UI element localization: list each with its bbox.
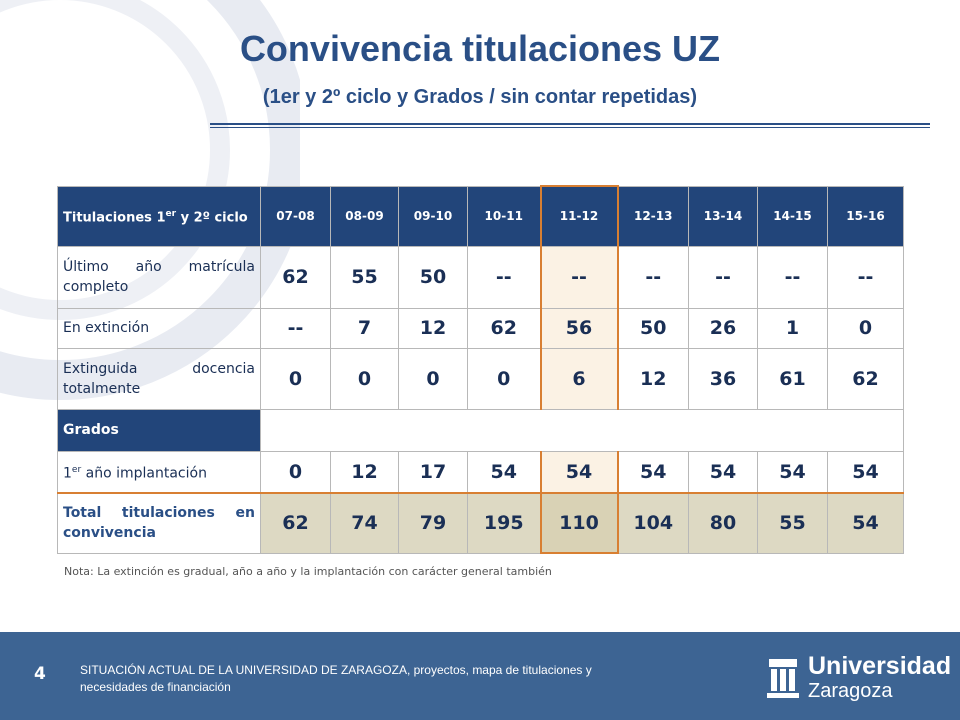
cell-value: 62 xyxy=(467,307,541,349)
row-label: Extinguida docencia totalmente xyxy=(57,347,261,410)
cell-value: 80 xyxy=(688,492,758,554)
row: Total titulaciones en convivencia 62 74 79 1… xyxy=(57,492,904,554)
cell-value: -- xyxy=(539,245,619,309)
cell-value: 54 xyxy=(617,450,689,494)
cell-value: 17 xyxy=(398,450,468,494)
cell-value: -- xyxy=(260,307,331,349)
cell-value: 54 xyxy=(539,450,619,494)
cell-value: 36 xyxy=(688,347,758,410)
note: Nota: La extinción es gradual, año a año… xyxy=(64,565,552,578)
cell-value: 195 xyxy=(467,492,541,554)
row-label: En extinción xyxy=(57,307,261,349)
column-header: 13-14 xyxy=(688,185,758,247)
cell-value: 50 xyxy=(617,307,689,349)
cell-value: 0 xyxy=(827,307,904,349)
cell-value: -- xyxy=(757,245,828,309)
cell-value: 12 xyxy=(398,307,468,349)
cell-value: 6 xyxy=(539,347,619,410)
label-text: año implantación xyxy=(81,465,207,482)
footer-text: SITUACIÓN ACTUAL DE LA UNIVERSIDAD DE ZA… xyxy=(80,663,592,694)
title: Convivencia titulaciones UZ xyxy=(239,28,721,69)
subtitle: (1er y 2º ciclo y Grados / sin contar re… xyxy=(262,86,698,108)
cell-value: 12 xyxy=(617,347,689,410)
row-label: Último año matrícula completo xyxy=(57,245,261,309)
column-header: 11-12 xyxy=(539,185,619,247)
column-header: 14-15 xyxy=(757,185,828,247)
corner-cell: Titulaciones 1er y 2º ciclo xyxy=(57,185,261,247)
rule xyxy=(210,123,930,125)
logo-text: Zaragoza xyxy=(808,680,893,702)
row-label: 1er año implantación xyxy=(57,450,261,494)
cell-value: 12 xyxy=(330,450,399,494)
logo-text: Universidad xyxy=(808,652,952,680)
cell-value: 0 xyxy=(260,450,331,494)
cell-value: 54 xyxy=(467,450,541,494)
cell-value: 0 xyxy=(260,347,331,410)
cell-value: 26 xyxy=(688,307,758,349)
cell-value: 7 xyxy=(330,307,399,349)
cell-value: -- xyxy=(467,245,541,309)
cell-value: -- xyxy=(617,245,689,309)
cell-value: 56 xyxy=(539,307,619,349)
row: Grados xyxy=(57,408,904,452)
column-header: 10-11 xyxy=(467,185,541,247)
page-number: 4 xyxy=(34,664,46,684)
footer xyxy=(0,632,960,720)
column-header: 07-08 xyxy=(260,185,331,247)
row: 1er año implantación 0 12 17 54 54 54 54 54 54 xyxy=(57,450,904,494)
cell-value: -- xyxy=(827,245,904,309)
cell-value: 54 xyxy=(757,450,828,494)
rule xyxy=(210,127,930,128)
section-label: Grados xyxy=(57,408,261,452)
cell-value: 50 xyxy=(398,245,468,309)
row-label: Total titulaciones en convivencia xyxy=(57,492,261,554)
cell-value: 110 xyxy=(539,492,619,554)
cell-value: 55 xyxy=(757,492,828,554)
column-header: 08-09 xyxy=(330,185,399,247)
cell-value: 0 xyxy=(398,347,468,410)
cell-value: 54 xyxy=(827,492,904,554)
cell-value: 0 xyxy=(467,347,541,410)
row: Último año matrícula completo 62 55 50 -- -- -… xyxy=(57,245,904,309)
cell-value: 54 xyxy=(688,450,758,494)
header-row: Titulaciones 1er y 2º ciclo 07-08 08-09 09-… xyxy=(57,185,904,247)
empty-cell xyxy=(260,408,904,452)
superscript: er xyxy=(165,208,177,219)
cell-value: 0 xyxy=(330,347,399,410)
superscript: er xyxy=(71,464,82,475)
cell-value: 104 xyxy=(617,492,689,554)
cell-value: 62 xyxy=(260,245,331,309)
cell-value: 62 xyxy=(827,347,904,410)
label-text: 1 xyxy=(63,465,72,482)
logo-icon xyxy=(767,659,799,698)
cell-value: 54 xyxy=(827,450,904,494)
label-text: y 2º ciclo xyxy=(176,210,248,226)
cell-value: -- xyxy=(688,245,758,309)
column-header: 15-16 xyxy=(827,185,904,247)
cell-value: 79 xyxy=(398,492,468,554)
column-header: 09-10 xyxy=(398,185,468,247)
column-header: 12-13 xyxy=(617,185,689,247)
label-text: Titulaciones 1 xyxy=(63,210,166,226)
cell-value: 1 xyxy=(757,307,828,349)
cell-value: 62 xyxy=(260,492,331,554)
row: En extinción -- 7 12 62 56 50 26 1 0 xyxy=(57,307,904,349)
cell-value: 74 xyxy=(330,492,399,554)
cell-value: 55 xyxy=(330,245,399,309)
row: Extinguida docencia totalmente 0 0 0 0 6 12 36 6… xyxy=(57,347,904,410)
data-table: Titulaciones 1er y 2º ciclo 07-08 08-09 09-… xyxy=(57,185,904,554)
cell-value: 61 xyxy=(757,347,828,410)
